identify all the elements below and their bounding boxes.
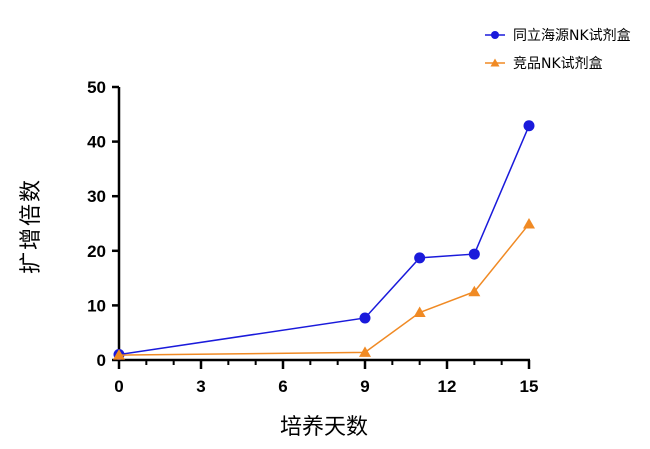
x-axis: 0 3 6 9 12 15 xyxy=(114,358,538,396)
legend: 同立海源NK试剂盒 竞品NK试剂盒 xyxy=(485,27,631,72)
x-ticks: 0 3 6 9 12 15 xyxy=(114,360,538,396)
series-2 xyxy=(113,218,535,360)
series-2-point-1 xyxy=(359,346,371,357)
series-1 xyxy=(113,120,535,361)
series-1-point-1 xyxy=(359,312,371,324)
series-2-point-4 xyxy=(523,218,535,229)
y-tick-label-30: 30 xyxy=(87,187,106,206)
x-tick-label-9: 9 xyxy=(360,377,369,396)
y-axis: 0 10 20 30 40 50 xyxy=(87,78,121,370)
series-1-line xyxy=(118,125,530,356)
series-2-point-3 xyxy=(468,285,481,297)
x-tick-label-3: 3 xyxy=(196,377,205,396)
x-tick-label-12: 12 xyxy=(438,377,457,396)
series-2-point-0 xyxy=(113,349,125,360)
series-1-point-2 xyxy=(414,252,426,264)
y-tick-label-40: 40 xyxy=(87,133,106,152)
series-2-point-2 xyxy=(413,306,426,317)
legend-label-series-2: 竞品NK试剂盒 xyxy=(513,55,603,72)
series-2-line xyxy=(118,223,530,356)
series-1-point-3 xyxy=(468,248,480,260)
series-1-point-4 xyxy=(523,120,535,132)
y-tick-label-0: 0 xyxy=(97,351,106,370)
legend-item-series-1: 同立海源NK试剂盒 xyxy=(485,27,631,44)
y-ticks: 0 10 20 30 40 50 xyxy=(87,78,119,370)
x-axis-title: 培养天数 xyxy=(280,415,368,440)
y-axis-title: 扩增倍数 xyxy=(19,178,44,274)
y-tick-label-20: 20 xyxy=(87,242,106,261)
legend-marker-series-1 xyxy=(491,31,499,39)
y-tick-label-10: 10 xyxy=(87,296,106,315)
legend-marker-series-2 xyxy=(490,58,500,67)
x-tick-label-6: 6 xyxy=(278,377,287,396)
y-tick-label-50: 50 xyxy=(87,78,106,97)
legend-item-series-2: 竞品NK试剂盒 xyxy=(485,55,603,72)
series-layer xyxy=(113,120,535,361)
legend-label-series-1: 同立海源NK试剂盒 xyxy=(513,27,631,44)
x-tick-label-15: 15 xyxy=(520,377,539,396)
x-tick-label-0: 0 xyxy=(114,377,123,396)
